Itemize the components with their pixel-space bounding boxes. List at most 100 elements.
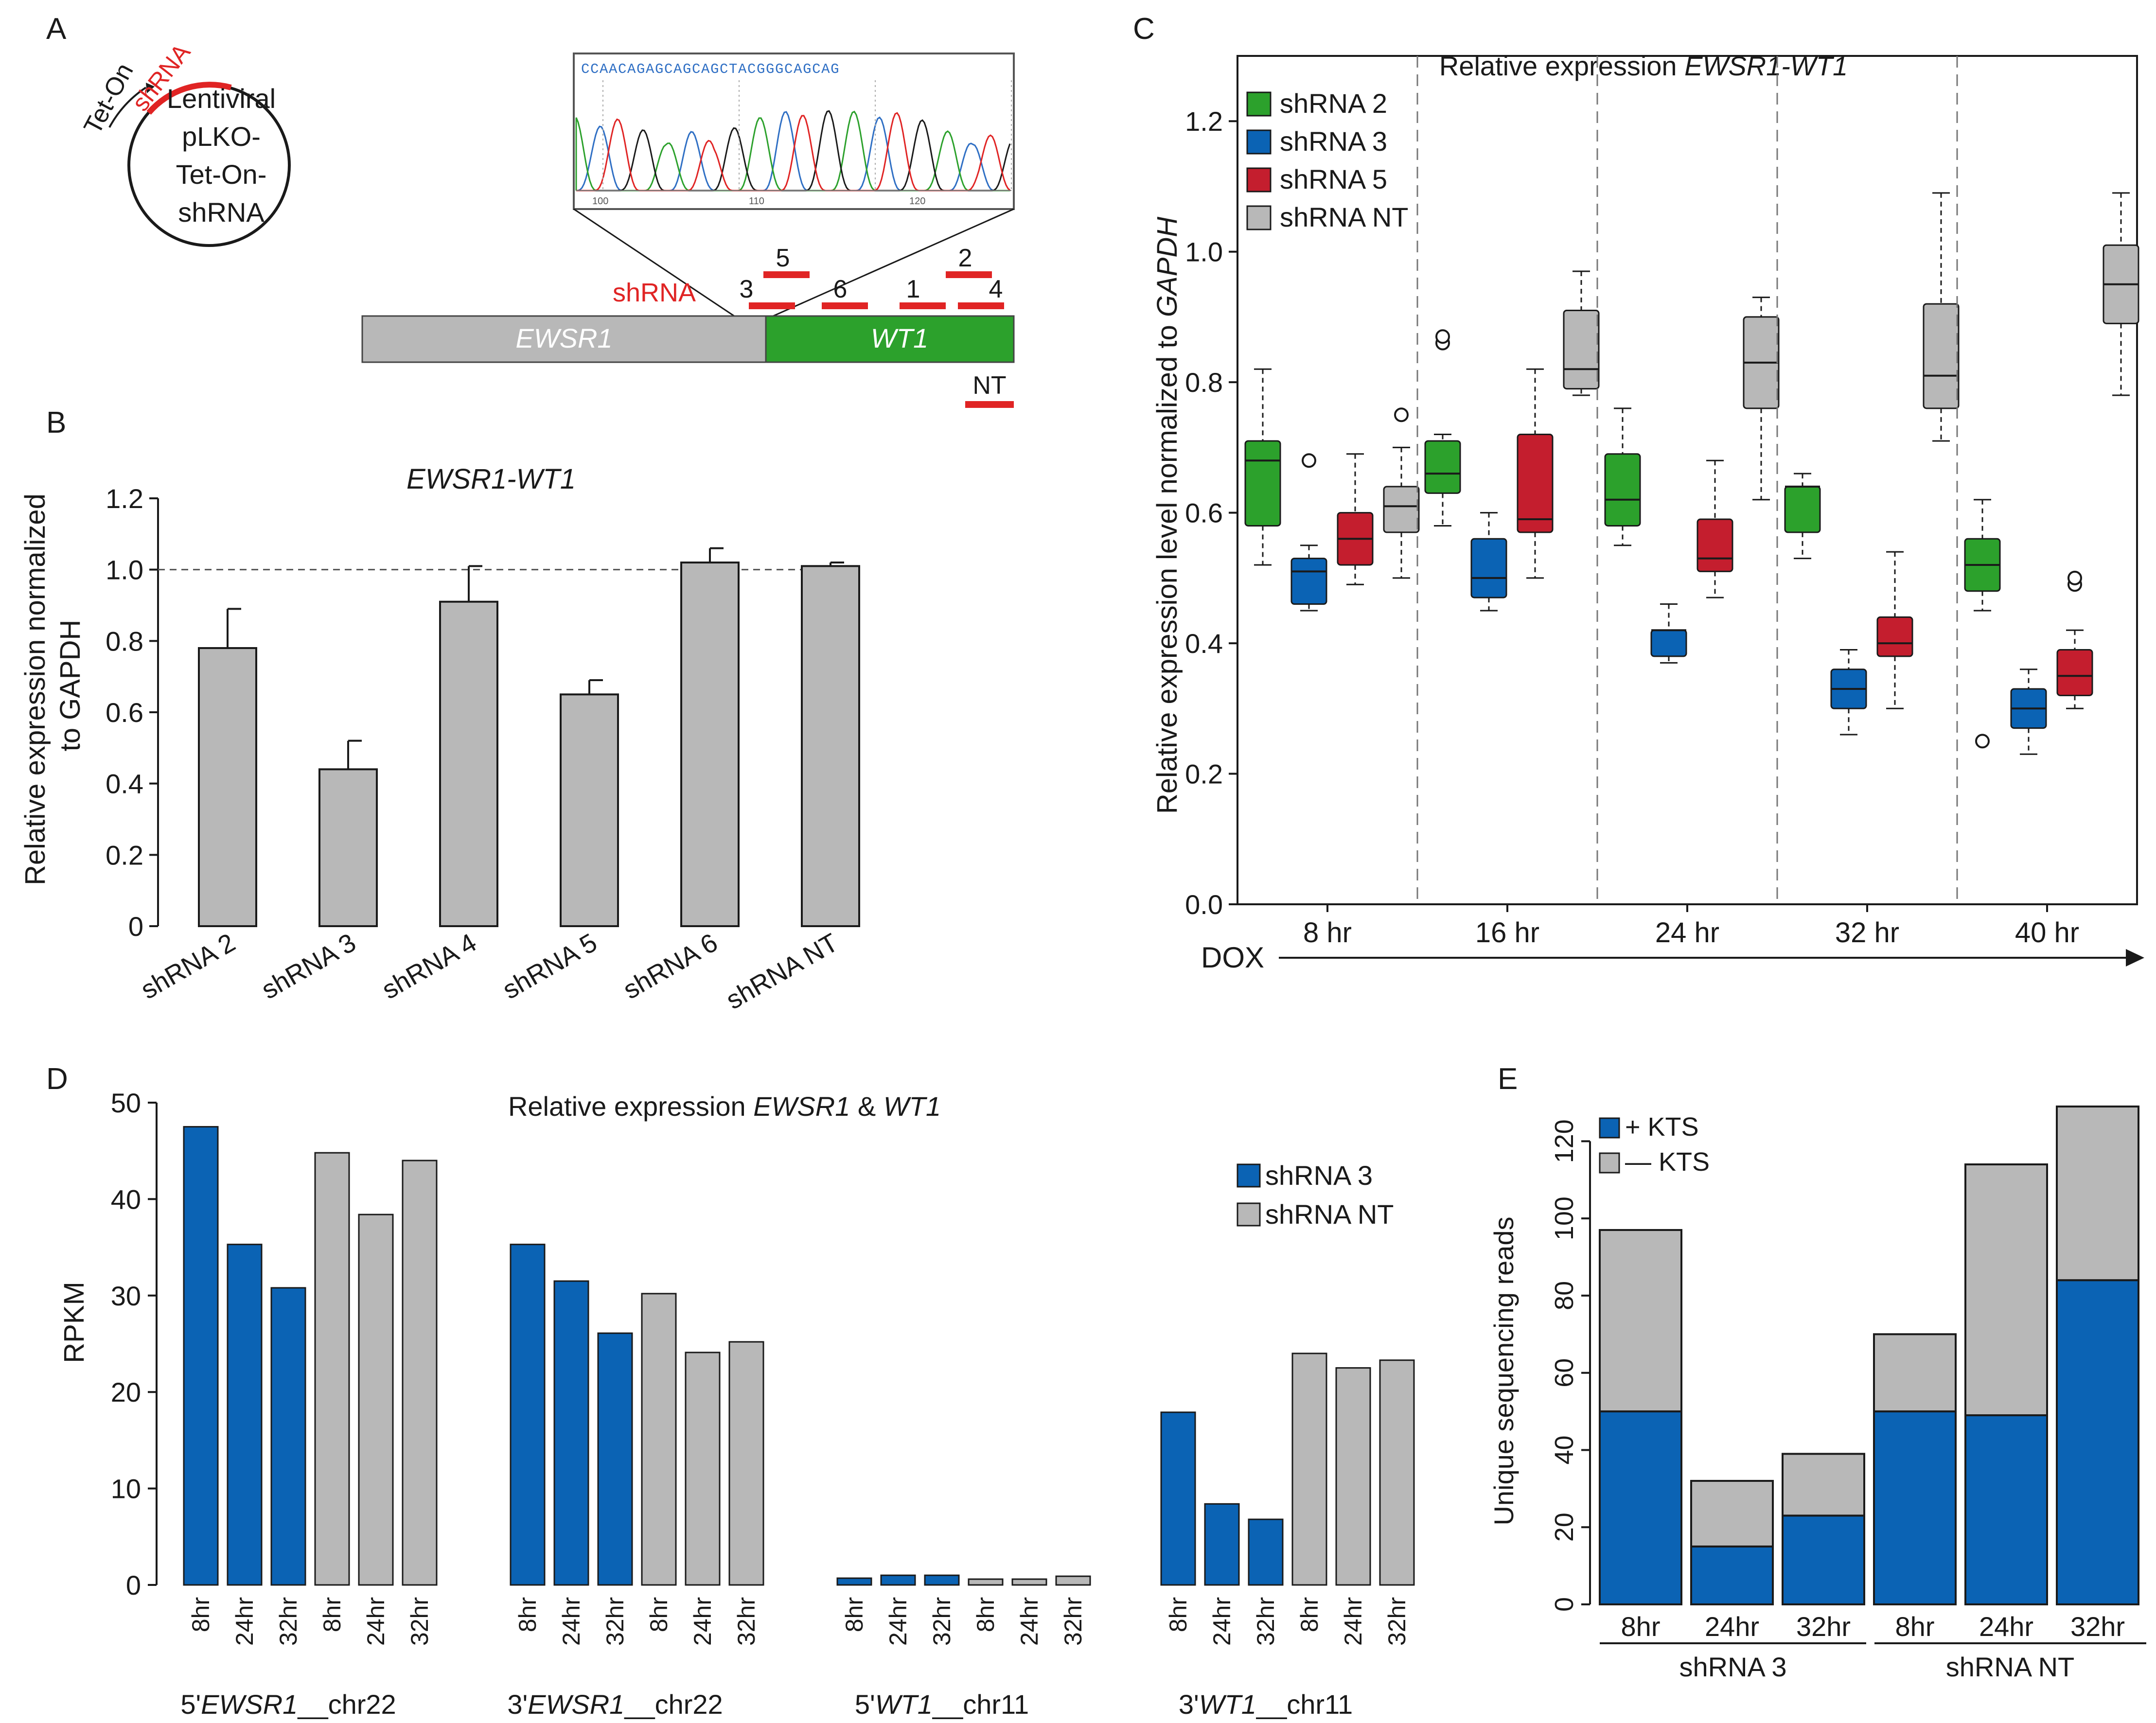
- d-bar-label: 32hr: [928, 1597, 955, 1646]
- d-group-suffix: __chr22: [624, 1689, 723, 1720]
- c-xlabel: DOX: [1201, 941, 1264, 974]
- d-group-prefix: 5': [180, 1689, 201, 1720]
- c-group-label: 32 hr: [1835, 917, 1899, 949]
- d-ytick-label: 10: [111, 1474, 141, 1504]
- e-bar-minus-kts: [1782, 1453, 1865, 1517]
- d-bar: [553, 1280, 589, 1586]
- d-legend-label: shRNA NT: [1265, 1199, 1394, 1230]
- wt1-segment: [765, 315, 1015, 363]
- plasmid-line-2: pLKO-: [182, 121, 261, 152]
- panel-d-chart: Relative expression EWSR1 & WT1 RPKM 0 10…: [58, 1088, 1415, 1720]
- e-bar-plus-kts: [1873, 1410, 1957, 1605]
- e-ytick-label: 40: [1550, 1435, 1579, 1464]
- d-group-prefix: 5': [855, 1689, 875, 1720]
- d-ytick-label: 40: [111, 1184, 141, 1214]
- c-legend-swatch: [1246, 91, 1272, 117]
- shrna-2-bar: [946, 271, 992, 278]
- shrna-nt-bar: [965, 401, 1014, 408]
- shrna-id-4: 4: [989, 275, 1003, 303]
- plasmid-line-1: Lentiviral: [167, 83, 276, 114]
- c-legend-swatch: [1246, 129, 1272, 155]
- b-title: EWSR1-WT1: [406, 463, 576, 495]
- d-legend-swatch: [1237, 1202, 1261, 1227]
- d-group-gene: EWSR1: [201, 1689, 298, 1720]
- b-ytick-label: 0.8: [106, 626, 143, 656]
- d-bar: [1379, 1359, 1415, 1586]
- panel-letter-e: E: [1498, 1062, 1518, 1096]
- e-bar-minus-kts: [1964, 1163, 2048, 1417]
- shrna-id-2: 2: [958, 244, 972, 272]
- c-box-2-body: [2056, 649, 2093, 696]
- e-ytick-label: 60: [1550, 1358, 1579, 1388]
- e-ylabel: Unique sequencing reads: [1488, 1216, 1519, 1525]
- c-dox-arrowhead: [2126, 949, 2144, 967]
- d-ytick-label: 20: [111, 1377, 141, 1407]
- shrna-id-1: 1: [906, 275, 920, 303]
- c-ytick-label: 1.2: [1185, 106, 1223, 137]
- c-box-1-outlier: [1302, 453, 1316, 468]
- panel-letter-b: B: [46, 406, 66, 440]
- d-bar-label: 24hr: [884, 1597, 912, 1646]
- shrna-target-label: shRNA: [613, 278, 696, 307]
- c-box-3-body: [1923, 303, 1960, 409]
- ewsr1-label: EWSR1: [515, 323, 612, 353]
- d-bar-label: 32hr: [1383, 1597, 1411, 1646]
- d-bar-label: 24hr: [1016, 1597, 1043, 1646]
- d-bar-label: 8hr: [187, 1597, 214, 1632]
- chromatogram-box: [573, 53, 1015, 210]
- d-bar-label: 32hr: [406, 1597, 433, 1646]
- b-category-label: shRNA 3: [256, 928, 361, 1005]
- c-ytick-label: 0.4: [1185, 628, 1223, 659]
- panel-c-chart: Relative expression EWSR1-WT1 Relative e…: [1151, 51, 2144, 974]
- d-group-prefix: 3': [1179, 1689, 1199, 1720]
- c-box-0-body: [1244, 440, 1281, 527]
- d-bar: [597, 1332, 633, 1586]
- zoom-line-left: [573, 208, 735, 317]
- c-box-1-body: [1650, 629, 1687, 657]
- d-bar: [270, 1287, 306, 1586]
- d-bar: [1291, 1353, 1327, 1586]
- c-group-label: 40 hr: [2015, 917, 2079, 949]
- d-bar: [924, 1574, 960, 1586]
- nt-label: NT: [972, 371, 1006, 400]
- e-category-label: 32hr: [1796, 1611, 1851, 1642]
- panel-letter-d: D: [46, 1062, 68, 1096]
- b-ytick-label: 0.4: [106, 769, 143, 799]
- d-bar-label: 24hr: [558, 1597, 585, 1646]
- c-ytick-label: 0.0: [1185, 889, 1223, 920]
- d-bar-label: 8hr: [1165, 1597, 1192, 1632]
- d-ytick-label: 30: [111, 1281, 141, 1311]
- d-group-label: 5'EWSR1__chr22: [180, 1689, 396, 1720]
- e-bar-plus-kts: [1599, 1410, 1682, 1605]
- e-bar-minus-kts: [1690, 1479, 1774, 1547]
- shrna-5-bar: [763, 271, 810, 278]
- e-ytick-label: 0: [1550, 1597, 1579, 1612]
- d-title-prefix: Relative expression: [508, 1091, 753, 1122]
- b-ytick-label: 1.0: [106, 555, 143, 585]
- e-legend-swatch: [1599, 1117, 1620, 1139]
- d-group-gene: WT1: [875, 1689, 933, 1720]
- c-box-3-body: [1563, 310, 1600, 390]
- panel-letter-c: C: [1133, 12, 1155, 46]
- d-bar-label: 8hr: [972, 1597, 999, 1632]
- shrna-4-bar: [958, 302, 1004, 309]
- b-bar: [439, 600, 498, 927]
- d-group-suffix: __chr22: [297, 1689, 396, 1720]
- e-ytick-label: 120: [1550, 1119, 1579, 1163]
- e-bar-plus-kts: [1782, 1514, 1865, 1605]
- b-ytick-label: 0.2: [106, 840, 143, 870]
- e-bar-minus-kts: [1873, 1333, 1957, 1413]
- d-ylabel: RPKM: [58, 1282, 90, 1363]
- b-category-label: shRNA 5: [497, 928, 602, 1005]
- e-bar-minus-kts: [1599, 1229, 1682, 1413]
- b-bar: [198, 647, 257, 927]
- trace-tick-110: 110: [749, 196, 764, 207]
- d-group-gene: WT1: [1199, 1689, 1256, 1720]
- b-ylabel-line-2: to GAPDH: [54, 620, 86, 752]
- e-category-label: 32hr: [2070, 1611, 2125, 1642]
- shrna-id-6: 6: [833, 275, 848, 303]
- d-bar-label: 24hr: [362, 1597, 389, 1646]
- b-ytick-label: 0.6: [106, 697, 143, 728]
- e-ytick-label: 20: [1550, 1512, 1579, 1542]
- d-bar-label: 24hr: [1208, 1597, 1236, 1646]
